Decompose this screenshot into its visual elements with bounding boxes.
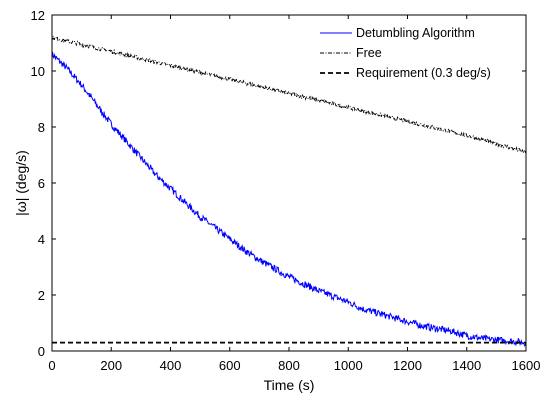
x-axis-label: Time (s) <box>264 377 315 393</box>
x-tick-label: 1600 <box>512 358 541 373</box>
series-line-0 <box>51 51 527 348</box>
x-tick-label: 1200 <box>393 358 422 373</box>
y-tick-label: 4 <box>38 232 45 247</box>
y-tick-label: 2 <box>38 288 45 303</box>
x-tick-label: 200 <box>100 358 122 373</box>
legend-label-2: Requirement (0.3 deg/s) <box>356 66 491 80</box>
y-tick-label: 6 <box>38 176 45 191</box>
y-tick-label: 8 <box>38 120 45 135</box>
x-tick-label: 1000 <box>334 358 363 373</box>
x-tick-label: 400 <box>160 358 182 373</box>
legend-label-1: Free <box>356 46 382 60</box>
y-tick-label: 10 <box>31 64 45 79</box>
plot-area <box>51 35 527 348</box>
legend-label-0: Detumbling Algorithm <box>356 26 475 40</box>
x-tick-label: 600 <box>219 358 241 373</box>
y-tick-label: 12 <box>31 8 45 23</box>
x-tick-label: 1400 <box>452 358 481 373</box>
legend: Detumbling Algorithm Free Requirement (0.3… <box>320 26 491 80</box>
x-tick-label: 800 <box>278 358 300 373</box>
y-axis-label: |ω| (deg/s) <box>13 150 29 216</box>
y-tick-label: 0 <box>38 344 45 359</box>
series-line-1 <box>51 35 527 154</box>
x-tick-label: 0 <box>48 358 55 373</box>
axis-ticks: 0 200 400 600 800 1000 1200 1400 1600 0 2 4 6 8 10 12 <box>31 8 541 373</box>
